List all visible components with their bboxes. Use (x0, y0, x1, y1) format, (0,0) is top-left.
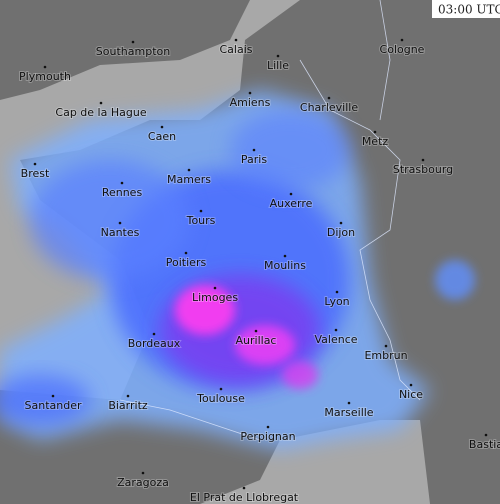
city-labels: Southampton Calais Lille Cologne Plymouth Ami… (18, 38, 500, 504)
city-dot (199, 209, 203, 213)
city-dot (400, 38, 404, 42)
time-label: 03:00 UTC (438, 3, 500, 17)
city-label: Charleville (300, 101, 358, 114)
city-dot (187, 168, 191, 172)
city-dot (484, 433, 488, 437)
city-label: Nantes (101, 226, 140, 239)
city-dot (160, 125, 164, 129)
city-label: Southampton (96, 45, 170, 58)
time-box (432, 0, 500, 18)
city-label: Lille (267, 59, 289, 72)
city-dot (213, 286, 217, 290)
city-label: Strasbourg (393, 163, 453, 176)
city-dot (126, 394, 130, 398)
city-dot (219, 387, 223, 391)
city-dot (152, 332, 156, 336)
city-dot (254, 329, 258, 333)
radar-echo (0, 90, 475, 450)
city-dot (184, 251, 188, 255)
city-dot (373, 130, 377, 134)
city-dot (283, 254, 287, 258)
city-label: Paris (241, 153, 267, 166)
city-dot (99, 101, 103, 105)
city-dot (118, 221, 122, 225)
city-label: Lyon (324, 295, 349, 308)
city-label: Rennes (102, 186, 143, 199)
city-dot (248, 91, 252, 95)
city-dot (266, 425, 270, 429)
city-dot (120, 181, 124, 185)
city-dot (33, 162, 37, 166)
city-label: Mamers (167, 173, 211, 186)
city-label: Brest (21, 167, 50, 180)
city-label: Plymouth (19, 70, 71, 83)
city-dot (327, 96, 331, 100)
city-dot (289, 192, 293, 196)
borders (119, 0, 421, 441)
city-dot (252, 148, 256, 152)
city-label: Metz (362, 135, 389, 148)
city-label: Embrun (364, 349, 407, 362)
city-label: Bordeaux (128, 337, 181, 350)
city-label: Biarritz (108, 399, 148, 412)
city-label: Calais (219, 43, 252, 56)
city-dot (339, 221, 343, 225)
city-label: Auxerre (270, 197, 313, 210)
city-label: Amiens (230, 96, 271, 109)
city-label: Perpignan (240, 430, 295, 443)
city-dot (421, 158, 425, 162)
city-dot (234, 38, 238, 42)
city-label: Bastia (469, 438, 500, 451)
city-label: Dijon (327, 226, 355, 239)
city-dot (276, 54, 280, 58)
city-label: Poitiers (166, 256, 207, 269)
city-label: Caen (148, 130, 176, 143)
city-label: Marseille (324, 406, 373, 419)
city-dot (409, 383, 413, 387)
city-dot (43, 65, 47, 69)
city-dot (242, 486, 246, 490)
city-label: Santander (25, 399, 82, 412)
city-label: Aurillac (236, 334, 277, 347)
city-dot (141, 471, 145, 475)
city-dot (334, 328, 338, 332)
city-label: Valence (314, 333, 357, 346)
city-label: Tours (186, 214, 216, 227)
city-label: Cologne (380, 43, 425, 56)
city-dot (51, 394, 55, 398)
city-label: Moulins (264, 259, 306, 272)
city-dot (131, 40, 135, 44)
city-label: El Prat de Llobregat (190, 491, 299, 504)
city-dot (347, 401, 351, 405)
city-label: Toulouse (196, 392, 245, 405)
city-label: Zaragoza (117, 476, 169, 489)
city-dot (335, 290, 339, 294)
city-label: Cap de la Hague (55, 106, 146, 119)
city-label: Limoges (192, 291, 238, 304)
city-label: Nice (399, 388, 423, 401)
city-dot (384, 344, 388, 348)
